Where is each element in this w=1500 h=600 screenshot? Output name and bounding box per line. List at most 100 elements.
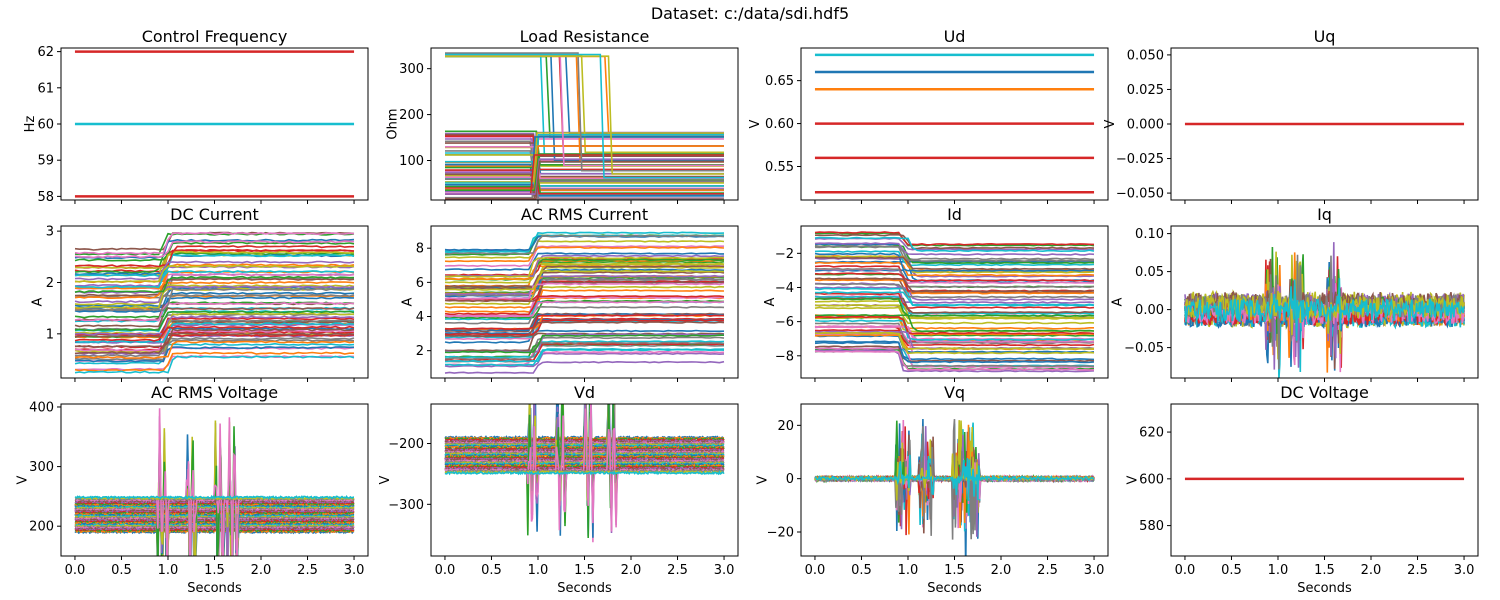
y-axis-label: V — [756, 475, 771, 484]
series-line — [74, 293, 355, 313]
panel-load-resistance: Load Resistance 100 200 300 Ohm — [386, 27, 739, 204]
series-line — [444, 246, 725, 263]
series-line — [74, 260, 355, 281]
x-tick-label: 2.5 — [667, 563, 688, 578]
series-line — [444, 313, 725, 332]
series-line — [814, 297, 1095, 318]
panel-ac-rms-current: AC RMS Current 2 4 6 8 A — [401, 205, 739, 382]
series-line — [814, 297, 1095, 314]
x-tick-label: 2.0 — [1361, 563, 1382, 578]
y-tick-label: 200 — [399, 108, 424, 123]
x-tick-label: 2.0 — [621, 563, 642, 578]
y-tick-label: −0.050 — [1116, 187, 1164, 202]
x-tick-label: 0.5 — [851, 563, 872, 578]
series-group — [74, 50, 355, 198]
series-line — [814, 331, 1095, 351]
x-axis-label: Seconds — [927, 581, 982, 596]
panel-title: Control Frequency — [142, 27, 288, 46]
y-tick-label: 2 — [46, 276, 54, 291]
y-axis-label: V — [16, 475, 31, 484]
y-axis-label: A — [1111, 297, 1126, 306]
y-tick-label: 200 — [29, 520, 54, 535]
series-line — [814, 350, 1095, 371]
series-line — [74, 494, 354, 500]
y-tick-label: −8 — [775, 349, 794, 364]
y-tick-label: 300 — [399, 62, 424, 77]
series-line — [74, 346, 355, 363]
series-line — [74, 245, 354, 268]
series-line — [814, 340, 1095, 361]
series-line — [74, 325, 355, 342]
series-line — [444, 341, 725, 360]
y-axis-label: V — [378, 475, 393, 484]
series-group — [444, 231, 725, 374]
x-tick-label: 1.0 — [158, 563, 179, 578]
x-tick-label: 2.0 — [251, 563, 272, 578]
series-line — [74, 240, 355, 259]
x-tick-label: 1.5 — [944, 563, 965, 578]
series-line — [814, 325, 1094, 343]
panel-title: AC RMS Current — [521, 205, 648, 224]
series-line — [444, 347, 725, 363]
series-line — [74, 328, 355, 348]
panel-title: Ud — [944, 27, 966, 46]
y-axis-label: V — [748, 119, 763, 128]
y-tick-label: 580 — [1139, 519, 1164, 534]
y-tick-label: −0.025 — [1116, 152, 1164, 167]
x-axis-label: Seconds — [187, 581, 242, 596]
panel-title: Id — [947, 205, 962, 224]
series-line — [74, 509, 355, 515]
panel-vq: Vq −20 0 20 0.0 0.5 1.0 1.5 2.0 2.5 3.0 V Seconds — [756, 383, 1109, 596]
y-tick-label: −300 — [388, 498, 424, 513]
x-axis-label: Seconds — [1297, 581, 1352, 596]
series-line — [445, 52, 724, 172]
y-axis-label: Ohm — [386, 108, 401, 139]
series-line — [444, 252, 724, 271]
y-tick-label: 61 — [37, 81, 54, 96]
series-line — [74, 231, 355, 255]
series-line — [74, 310, 355, 332]
y-tick-label: 400 — [29, 400, 54, 415]
x-tick-label: 2.0 — [991, 563, 1012, 578]
x-tick-label: 3.0 — [1084, 563, 1105, 578]
series-line — [74, 317, 355, 336]
panel-title: Uq — [1314, 27, 1336, 46]
series-group — [445, 52, 724, 200]
y-tick-label: 0.55 — [765, 160, 794, 175]
panel-vd: Vd −300 −200 0.0 0.5 1.0 1.5 2.0 2.5 3.0 V Seconds — [378, 383, 739, 596]
y-tick-label: 0.000 — [1127, 118, 1164, 133]
series-line — [74, 296, 354, 313]
series-line — [814, 314, 1095, 333]
series-line — [815, 277, 1095, 293]
series-line — [74, 270, 355, 289]
y-tick-label: 1 — [46, 327, 54, 342]
series-line — [444, 300, 725, 318]
series-line — [814, 319, 1095, 342]
series-line — [445, 265, 725, 288]
series-line — [74, 340, 355, 360]
y-tick-label: 0.10 — [1135, 227, 1164, 242]
series-line — [74, 512, 355, 518]
series-line — [444, 262, 725, 284]
series-line — [74, 275, 355, 294]
series-line — [444, 234, 725, 255]
x-tick-label: 0.0 — [435, 563, 456, 578]
y-tick-label: 100 — [399, 154, 424, 169]
y-axis-label: A — [763, 297, 778, 306]
series-line — [444, 294, 725, 316]
series-line — [74, 501, 355, 507]
x-tick-label: 2.5 — [1407, 563, 1428, 578]
series-line — [444, 340, 725, 359]
series-line — [445, 160, 724, 200]
series-line — [814, 265, 1095, 282]
x-tick-label: 1.0 — [898, 563, 919, 578]
series-line — [444, 360, 725, 374]
series-line — [814, 267, 1095, 289]
y-tick-label: 62 — [37, 45, 54, 60]
x-tick-label: 2.5 — [1037, 563, 1058, 578]
series-line — [814, 454, 1095, 501]
panel-ac-rms-voltage: AC RMS Voltage 200 300 400 0.0 0.5 1.0 1.5 2.0 2.… — [16, 383, 369, 596]
y-tick-label: 0.65 — [765, 74, 794, 89]
x-tick-label: 0.5 — [481, 563, 502, 578]
series-line — [814, 233, 1095, 250]
